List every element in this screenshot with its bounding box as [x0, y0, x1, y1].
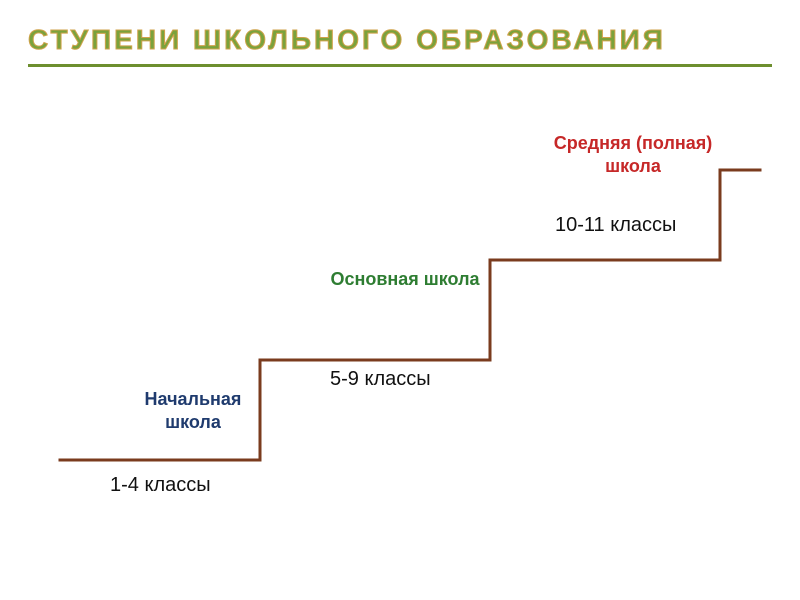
step-label-secondary: Средняя (полная) школа: [548, 132, 718, 177]
step-grades-primary: 1-4 классы: [110, 474, 211, 497]
step-label-basic: Основная школа: [330, 268, 480, 291]
stairs-path: [0, 0, 800, 600]
step-grades-secondary: 10-11 классы: [555, 214, 676, 237]
slide: СТУПЕНИ ШКОЛЬНОГО ОБРАЗОВАНИЯ Начальная …: [0, 0, 800, 600]
step-grades-basic: 5-9 классы: [330, 368, 431, 391]
step-label-primary: Начальная школа: [118, 388, 268, 433]
stairs-diagram: Начальная школа 1-4 классы Основная школ…: [0, 0, 800, 600]
